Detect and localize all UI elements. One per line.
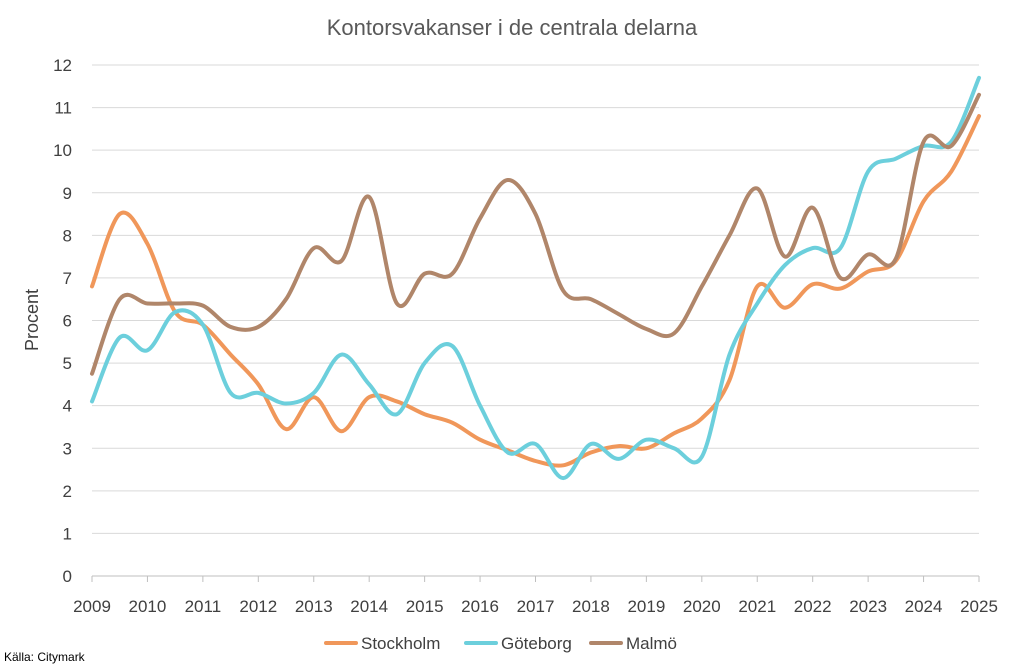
x-tick-label: 2010 xyxy=(129,597,167,616)
y-tick-label: 10 xyxy=(53,141,72,160)
chart-title: Kontorsvakanser i de centrala delarna xyxy=(327,15,698,40)
y-axis-title: Procent xyxy=(22,289,42,351)
x-tick-label: 2021 xyxy=(738,597,776,616)
x-tick-label: 2009 xyxy=(73,597,111,616)
y-tick-label: 6 xyxy=(63,312,72,331)
legend-label-goteborg: Göteborg xyxy=(501,634,572,653)
x-tick-label: 2016 xyxy=(461,597,499,616)
gridlines xyxy=(92,64,979,577)
x-tick-label: 2012 xyxy=(239,597,277,616)
y-tick-label: 7 xyxy=(63,269,72,288)
y-tick-label: 5 xyxy=(63,354,72,373)
y-tick-label: 1 xyxy=(63,524,72,543)
legend-label-malmo: Malmö xyxy=(626,634,677,653)
x-tick-label: 2022 xyxy=(794,597,832,616)
x-tick-label: 2020 xyxy=(683,597,721,616)
x-tick-label: 2014 xyxy=(350,597,388,616)
series-line-malmo xyxy=(90,92,981,376)
legend: Stockholm Göteborg Malmö xyxy=(324,634,677,653)
source-note: Källa: Citymark xyxy=(4,650,85,664)
series-line-goteborg xyxy=(90,75,981,481)
y-tick-label: 8 xyxy=(63,226,72,245)
x-tick-label: 2019 xyxy=(627,597,665,616)
y-tick-label: 0 xyxy=(63,567,72,586)
x-tick-label: 2011 xyxy=(185,597,222,616)
y-tick-label: 4 xyxy=(63,397,72,416)
x-tick-label: 2015 xyxy=(406,597,444,616)
x-tick-label: 2023 xyxy=(849,597,887,616)
series-line-stockholm xyxy=(90,114,981,468)
x-tick-label: 2025 xyxy=(960,597,998,616)
y-tick-label: 2 xyxy=(63,482,72,501)
x-tick-labels: 2009 2010 2011 2012 2013 2014 2015 2016 2017 2018… xyxy=(73,576,998,616)
y-tick-label: 12 xyxy=(53,56,72,75)
x-tick-label: 2017 xyxy=(517,597,555,616)
y-tick-label: 9 xyxy=(63,184,72,203)
x-tick-label: 2024 xyxy=(905,597,943,616)
y-tick-label: 3 xyxy=(63,439,72,458)
y-tick-label: 11 xyxy=(54,99,72,118)
x-tick-label: 2013 xyxy=(295,597,333,616)
x-tick-label: 2018 xyxy=(572,597,610,616)
legend-label-stockholm: Stockholm xyxy=(361,634,440,653)
series-lines xyxy=(90,75,981,481)
